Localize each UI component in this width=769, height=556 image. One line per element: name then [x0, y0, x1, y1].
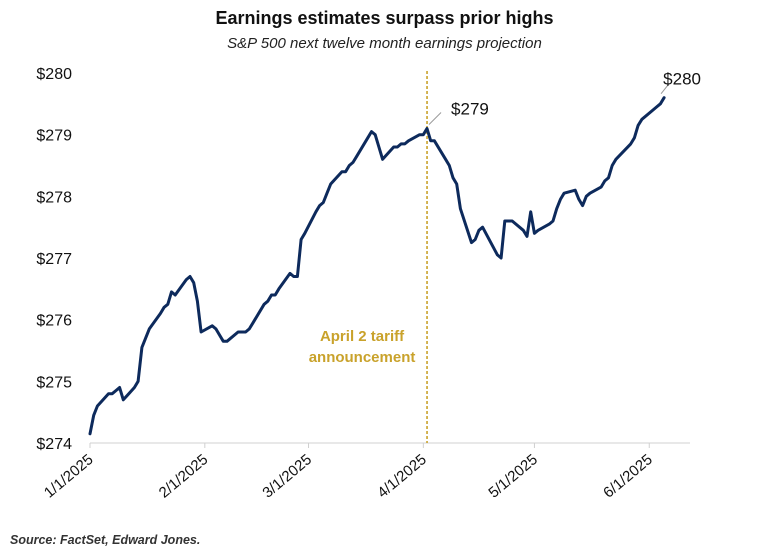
x-tick-label: 2/1/2025 — [156, 451, 212, 502]
x-tick-label: 6/1/2025 — [600, 451, 656, 502]
source-note: Source: FactSet, Edward Jones. — [10, 533, 201, 547]
annotation-leader — [428, 112, 442, 125]
y-axis: $274 $275 $276 $277 $278 $279 $280 — [36, 66, 72, 453]
chart-title: Earnings estimates surpass prior highs — [215, 8, 554, 28]
x-axis: 1/1/2025 2/1/2025 3/1/2025 4/1/2025 5/1/2025… — [41, 442, 690, 502]
y-tick-label: $277 — [36, 251, 72, 268]
y-tick-label: $280 — [36, 66, 72, 83]
event-label: April 2 tariff — [320, 328, 405, 345]
series-line-group — [88, 96, 666, 436]
event-label: announcement — [309, 349, 416, 366]
annotation-label: $280 — [663, 70, 701, 89]
x-tick-label: 4/1/2025 — [374, 451, 430, 502]
annotation-label: $279 — [451, 100, 489, 119]
series-line — [88, 96, 666, 436]
y-tick-label: $274 — [36, 436, 72, 453]
annotation-leader — [660, 83, 670, 94]
y-tick-label: $276 — [36, 313, 72, 330]
y-tick-label: $275 — [36, 374, 72, 391]
y-tick-label: $279 — [36, 128, 72, 145]
tariff-event-marker: April 2 tariff announcement — [309, 71, 428, 443]
x-tick-label: 5/1/2025 — [485, 451, 541, 502]
line-chart: $274 $275 $276 $277 $278 $279 $280 1/1/2025 2/1… — [36, 66, 701, 502]
x-tick-label: 1/1/2025 — [41, 451, 97, 502]
x-tick-label: 3/1/2025 — [259, 451, 315, 502]
chart-subtitle: S&P 500 next twelve month earnings proje… — [227, 35, 542, 52]
y-tick-label: $278 — [36, 189, 72, 206]
annotations: $279 $280 — [428, 70, 701, 125]
